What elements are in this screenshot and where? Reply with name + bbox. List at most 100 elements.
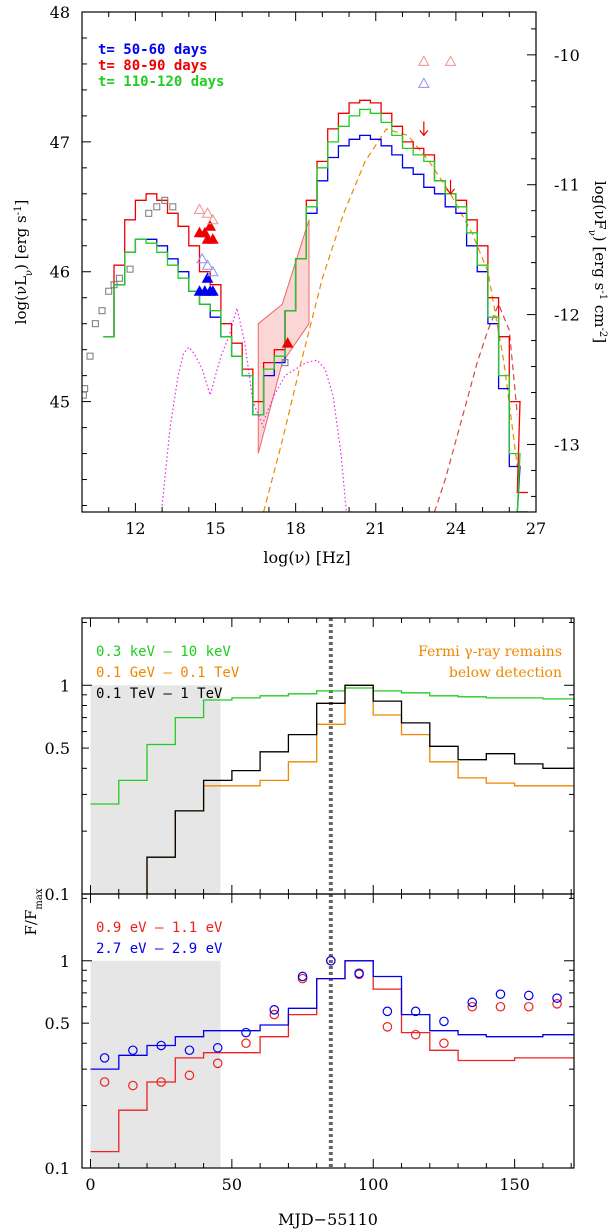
sed-curve-t-110-120-days <box>103 108 528 512</box>
sed-x-tick-label: 21 <box>366 519 386 538</box>
lightcurve-point-0-9-ev-1-1-ev <box>128 1080 138 1091</box>
sed-point-triangle <box>417 77 430 88</box>
sed-y-tick-label-right: -11 <box>554 176 580 195</box>
sed-point-triangle <box>201 272 214 283</box>
lightcurve-x-tick-label: 50 <box>222 1175 242 1194</box>
lightcurve-point-2-7-ev-2-9-ev <box>410 1006 421 1017</box>
component-orange-dashed <box>263 128 518 512</box>
lightcurve-high-energy-body: 0.1 0.5 1 <box>45 617 575 904</box>
sed-y-tick-label-left: 45 <box>50 393 70 412</box>
sed-point-square <box>91 320 99 328</box>
lightcurve-optical-panel: 0 50 100 150 0.1 0.5 1 0.9 eV – 1.1 eV 2.7 eV –… <box>22 888 575 1229</box>
upper-limit-arrow <box>446 188 456 195</box>
sed-y-axis-label-left: log(νLν) [erg s-1] <box>12 200 35 325</box>
lightcurve-x-tick-label: 0 <box>85 1175 95 1194</box>
sed-x-tick-label: 15 <box>205 519 225 538</box>
lightcurve-point-2-7-ev-2-9-ev <box>156 1040 166 1051</box>
lightcurve-x-tick-label: 100 <box>358 1175 389 1194</box>
sed-point-triangle <box>207 285 219 296</box>
lightcurve-2-7-ev-2-9-ev <box>90 960 574 1070</box>
lightcurve-point-2-7-ev-2-9-ev <box>297 971 308 982</box>
lightcurve-y-tick-label: 0.5 <box>45 739 70 758</box>
upper-limit-arrow <box>419 130 429 137</box>
sed-legend-item-t-50-60-days: t= 50-60 days <box>98 42 208 58</box>
lightcurve-y-axis-label: F/Fmax <box>22 888 45 935</box>
lightcurve-y-tick-label: 1 <box>60 676 70 695</box>
lightcurve-optical-body: 0 50 100 150 0.1 0.5 1 <box>45 893 575 1194</box>
sed-point-square <box>98 307 106 315</box>
sed-y-tick-label-left: 46 <box>50 263 70 282</box>
sed-y-axis-label-right: log(νFν) [erg s-1 cm-2] <box>587 181 610 343</box>
sed-point-square <box>126 265 134 273</box>
lightcurve-point-2-7-ev-2-9-ev <box>467 997 478 1008</box>
lightcurve-0-1-tev-1-tev <box>146 684 574 894</box>
sed-y-tick-label-right: -10 <box>554 46 580 65</box>
shaded-interval <box>90 685 221 894</box>
lightcurve-y-tick-label: 0.1 <box>45 885 70 904</box>
shaded-interval <box>90 960 221 1168</box>
lightcurve-point-2-7-ev-2-9-ev <box>552 993 562 1003</box>
lightcurve-clipped-area <box>90 894 574 1168</box>
lightcurve-point-0-9-ev-1-1-ev <box>495 1001 506 1012</box>
sed-axis-ticks: 12 15 18 21 24 27 45 46 47 48 -13 -12 -11 -10 <box>50 3 580 538</box>
sed-point-triangle <box>417 55 430 66</box>
lightcurve-point-0-9-ev-1-1-ev <box>523 1001 534 1012</box>
lightcurve-point-2-7-ev-2-9-ev <box>269 1004 280 1015</box>
sed-curve-t-50-60-days <box>103 134 528 512</box>
lightcurve-point-2-7-ev-2-9-ev <box>382 1006 393 1017</box>
sed-point-square <box>145 209 153 217</box>
lightcurve-point-0-9-ev-1-1-ev <box>212 1058 223 1069</box>
lightcurve-point-2-7-ev-2-9-ev <box>99 1053 110 1063</box>
sed-point-triangle <box>201 207 214 218</box>
lightcurve-point-2-7-ev-2-9-ev <box>495 989 506 999</box>
sed-clipped-area <box>82 55 528 512</box>
component-red-dashed <box>433 302 518 512</box>
sed-x-tick-label: 18 <box>285 519 305 538</box>
sed-curve-t-80-90-days <box>103 99 528 494</box>
lightcurve-clipped-area <box>90 618 574 894</box>
sed-y-tick-label-left: 48 <box>50 3 70 22</box>
fermi-annotation-line-2: below detection <box>449 665 562 681</box>
sed-x-tick-label: 27 <box>526 519 546 538</box>
sed-x-tick-label: 12 <box>125 519 145 538</box>
lightcurve-0-3-kev-10-kev <box>90 687 574 805</box>
lightcurve-point-2-7-ev-2-9-ev <box>128 1045 138 1056</box>
sed-point-square <box>153 203 161 211</box>
sed-point-triangle <box>207 213 219 225</box>
lightcurve-point-0-9-ev-1-1-ev <box>467 1001 478 1012</box>
xray-bowtie <box>257 219 310 454</box>
lightcurve-point-0-9-ev-1-1-ev <box>156 1077 166 1087</box>
lightcurve-legend-item-0-3-kev-10-kev: 0.3 keV – 10 keV <box>96 644 231 660</box>
sed-point-square <box>82 391 87 399</box>
lightcurve-point-0-9-ev-1-1-ev <box>184 1070 195 1081</box>
lightcurve-y-tick-label: 0.5 <box>45 1014 70 1033</box>
lightcurve-point-2-7-ev-2-9-ev <box>523 990 534 1001</box>
sed-plot-frame <box>81 11 537 513</box>
sed-point-square <box>110 281 118 289</box>
lightcurve-point-0-9-ev-1-1-ev <box>241 1038 251 1049</box>
lightcurve-point-2-7-ev-2-9-ev <box>212 1043 223 1053</box>
lightcurve-point-0-9-ev-1-1-ev <box>269 1009 280 1020</box>
component-second-dotted-bump <box>263 359 347 512</box>
lightcurve-high-energy-panel: 0.1 0.5 1 0.3 keV – 10 keV 0.1 GeV – 0.1 Te… <box>45 617 575 904</box>
fermi-annotation-line-1: Fermi γ-ray remains <box>418 644 562 660</box>
lightcurve-point-2-7-ev-2-9-ev <box>326 955 336 966</box>
sed-legend-item-t-80-90-days: t= 80-90 days <box>98 58 208 74</box>
lightcurve-point-2-7-ev-2-9-ev <box>241 1027 251 1038</box>
sed-y-tick-label-right: -12 <box>554 306 580 325</box>
sed-x-axis-label: log(ν) [Hz] <box>263 548 350 567</box>
lightcurve-frame <box>81 893 575 1169</box>
sed-x-tick-label: 24 <box>446 519 466 538</box>
sed-point-triangle <box>204 220 217 231</box>
sed-point-triangle <box>207 233 219 244</box>
sed-point-triangle <box>444 55 457 66</box>
lightcurve-legend-item-0-1-tev-1-tev: 0.1 TeV – 1 TeV <box>96 686 223 702</box>
sed-point-triangle <box>196 252 209 264</box>
sed-point-triangle <box>281 337 294 348</box>
lightcurve-point-0-9-ev-1-1-ev <box>552 998 562 1009</box>
component-host-galaxy <box>161 307 265 506</box>
sed-point-square <box>169 203 177 211</box>
lightcurve-y-tick-label: 1 <box>60 952 70 971</box>
sed-panel: 12 15 18 21 24 27 45 46 47 48 -13 -12 -11 -10 t= 50-6… <box>12 3 609 567</box>
